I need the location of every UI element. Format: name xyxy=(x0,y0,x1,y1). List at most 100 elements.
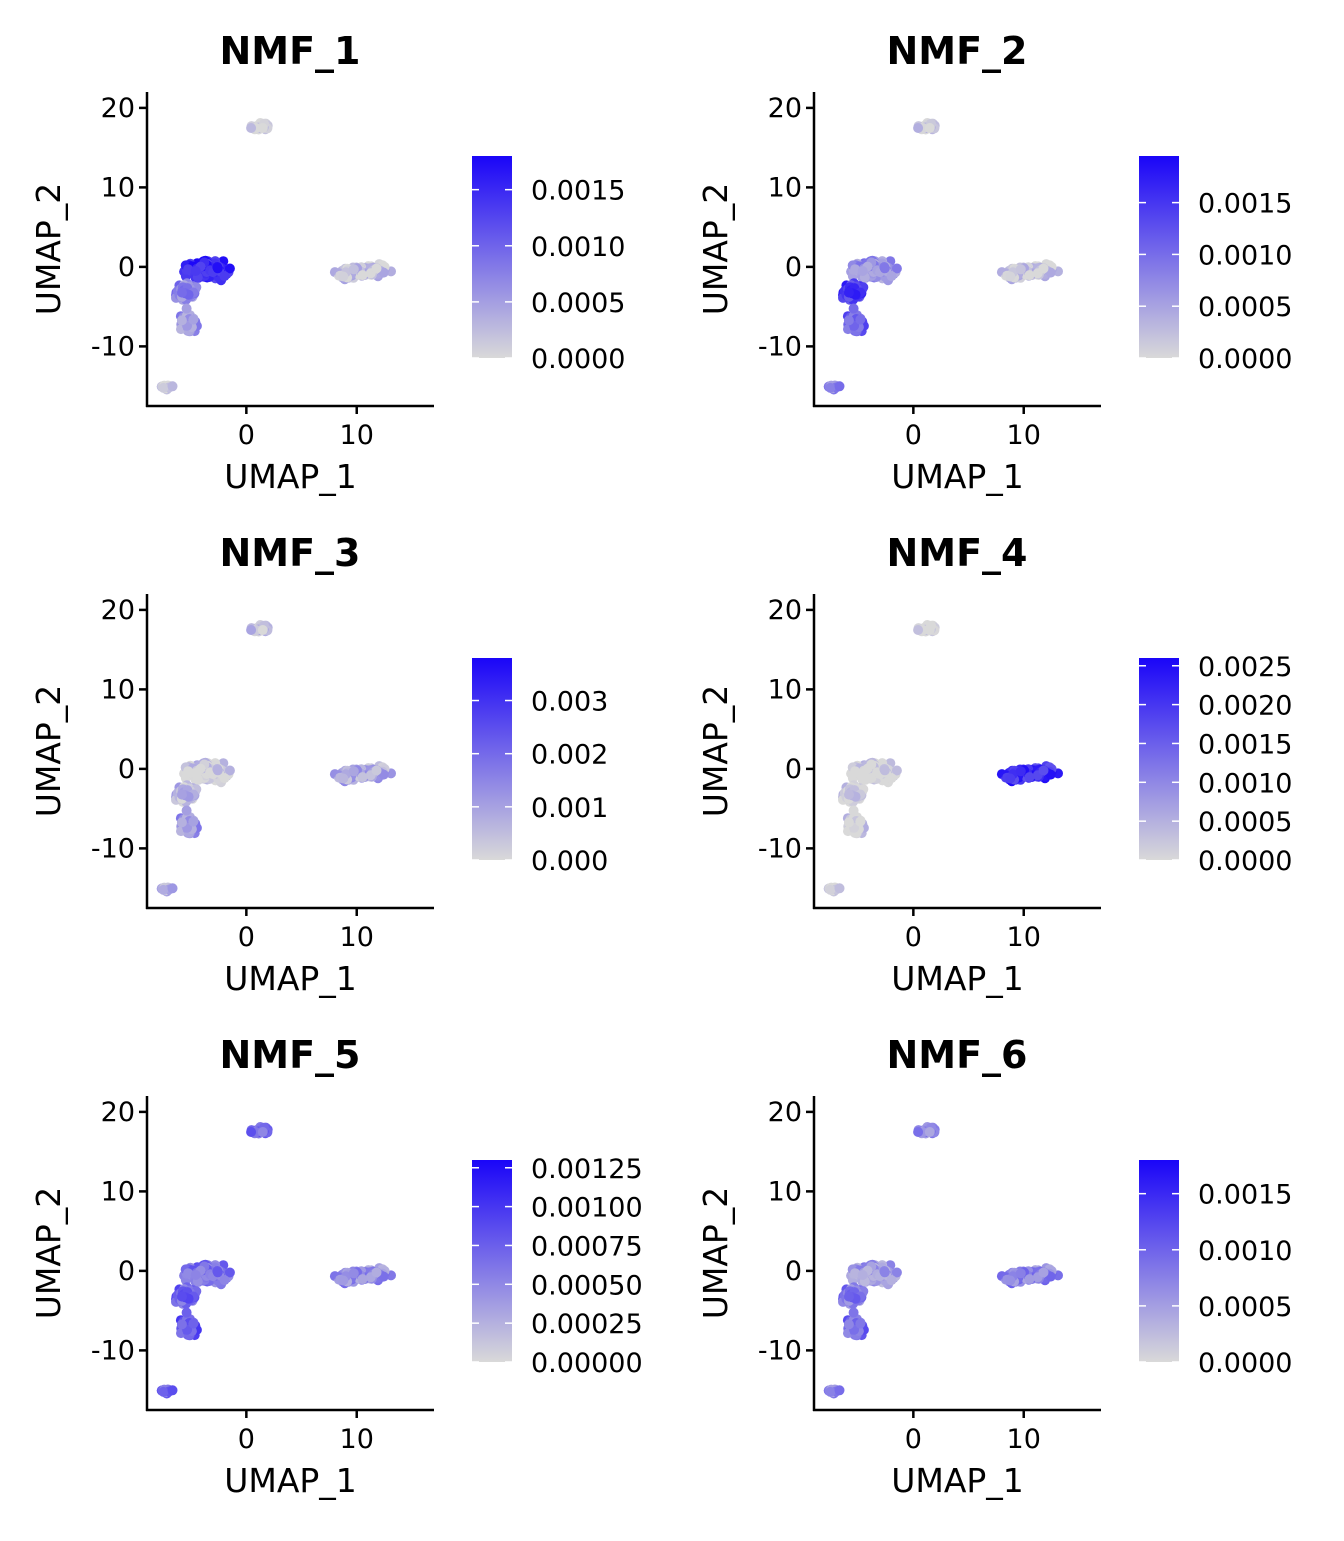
data-point xyxy=(188,816,199,827)
chart-panel: NMF_3 -10 0 10 20 0 10 UMAP_1 UMAP_2 0.000 0.001 0.… xyxy=(29,531,608,998)
y-tick-label: -10 xyxy=(758,331,802,362)
data-point xyxy=(844,1291,854,1302)
legend-tick-label: 0.0015 xyxy=(1198,729,1292,760)
data-point xyxy=(188,314,199,325)
x-tick-label: 0 xyxy=(238,922,255,953)
y-tick-label: 10 xyxy=(101,674,135,705)
data-point xyxy=(879,263,890,274)
data-point xyxy=(212,765,223,776)
data-point xyxy=(1015,264,1026,275)
legend-tick-label: 0.001 xyxy=(531,793,608,824)
data-point xyxy=(219,271,230,282)
data-point xyxy=(1005,1275,1016,1286)
chart-panel: NMF_1 -10 0 10 20 0 10 UMAP_1 UMAP_2 0.0000 0.0005… xyxy=(29,29,625,496)
chart-panel: NMF_2 -10 0 10 20 0 10 UMAP_1 UMAP_2 0.0000 0.0005… xyxy=(696,29,1292,496)
y-tick-label: 0 xyxy=(785,754,802,785)
x-tick-label: 0 xyxy=(238,420,255,451)
data-point xyxy=(188,1318,199,1329)
legend-tick-label: 0.0000 xyxy=(1198,846,1292,877)
data-point xyxy=(158,382,169,393)
data-point xyxy=(181,303,192,314)
data-point xyxy=(913,1127,924,1137)
data-point xyxy=(167,1385,178,1396)
x-tick-label: 10 xyxy=(1007,1424,1041,1455)
legend-tick-label: 0.003 xyxy=(531,687,608,718)
chart-panel: NMF_6 -10 0 10 20 0 10 UMAP_1 UMAP_2 0.0000 0.0005… xyxy=(696,1033,1292,1500)
data-point xyxy=(843,817,854,828)
x-tick-label: 0 xyxy=(905,1424,922,1455)
data-point xyxy=(246,1127,257,1137)
data-point xyxy=(348,766,359,777)
legend-colorbar xyxy=(472,658,512,860)
data-point xyxy=(924,123,935,133)
data-point xyxy=(855,1318,866,1329)
data-point xyxy=(834,381,845,392)
data-point xyxy=(913,123,924,133)
x-tick-label: 10 xyxy=(1007,922,1041,953)
data-point xyxy=(924,625,935,635)
data-point xyxy=(176,817,187,828)
y-tick-label: 0 xyxy=(785,1256,802,1287)
data-point xyxy=(177,287,187,298)
y-tick-label: 10 xyxy=(768,172,802,203)
data-point xyxy=(212,1267,223,1278)
legend-tick-label: 0.0005 xyxy=(531,288,625,319)
data-point xyxy=(834,1385,845,1396)
y-tick-label: 20 xyxy=(101,595,135,626)
data-point xyxy=(190,1270,201,1280)
legend-tick-label: 0.0005 xyxy=(1198,292,1292,323)
data-point xyxy=(1024,1274,1035,1285)
x-tick-label: 10 xyxy=(1007,420,1041,451)
data-point xyxy=(1038,263,1049,274)
data-point xyxy=(246,123,257,133)
data-point xyxy=(190,768,201,778)
data-point xyxy=(1024,270,1035,281)
data-point xyxy=(879,1267,890,1278)
legend-tick-label: 0.0005 xyxy=(1198,1292,1292,1323)
x-tick-label: 0 xyxy=(905,420,922,451)
legend-tick-label: 0.00050 xyxy=(531,1270,643,1301)
data-point xyxy=(212,263,223,274)
legend-tick-label: 0.002 xyxy=(531,740,608,771)
x-tick-label: 10 xyxy=(340,420,374,451)
data-point xyxy=(167,883,178,894)
data-point xyxy=(879,765,890,776)
legend-tick-label: 0.0010 xyxy=(1198,1236,1292,1267)
legend-tick-label: 0.0000 xyxy=(1198,1348,1292,1379)
data-points xyxy=(823,620,1063,897)
x-tick-label: 10 xyxy=(340,922,374,953)
legend-colorbar xyxy=(1139,658,1179,860)
data-point xyxy=(1015,766,1026,777)
data-point xyxy=(857,768,868,778)
data-point xyxy=(371,1267,382,1278)
legend-colorbar xyxy=(1139,156,1179,358)
data-point xyxy=(224,765,235,776)
data-point xyxy=(1038,765,1049,776)
x-tick-label: 0 xyxy=(905,922,922,953)
data-point xyxy=(224,1267,235,1278)
data-point xyxy=(844,789,854,800)
data-point xyxy=(338,1275,349,1286)
data-point xyxy=(843,315,854,326)
data-point xyxy=(1015,1268,1026,1279)
x-axis-label: UMAP_1 xyxy=(891,457,1024,496)
y-tick-label: 20 xyxy=(768,93,802,124)
y-tick-label: 10 xyxy=(768,674,802,705)
legend-tick-label: 0.00025 xyxy=(531,1309,643,1340)
data-point xyxy=(177,789,187,800)
data-point xyxy=(891,1267,902,1278)
data-point xyxy=(183,1268,194,1279)
y-axis-label: UMAP_2 xyxy=(696,1187,735,1320)
y-tick-label: 10 xyxy=(768,1176,802,1207)
data-point xyxy=(257,625,268,635)
legend-tick-label: 0.0010 xyxy=(531,232,625,263)
y-tick-label: 20 xyxy=(101,1097,135,1128)
chart-panel: NMF_4 -10 0 10 20 0 10 UMAP_1 UMAP_2 0.0000 0.0005… xyxy=(696,531,1292,998)
data-point xyxy=(850,766,861,777)
y-axis-label: UMAP_2 xyxy=(696,685,735,818)
data-point xyxy=(843,1319,854,1330)
data-point xyxy=(219,773,230,784)
data-point xyxy=(924,1127,935,1137)
chart-title: NMF_2 xyxy=(886,29,1027,73)
legend-colorbar xyxy=(472,156,512,358)
